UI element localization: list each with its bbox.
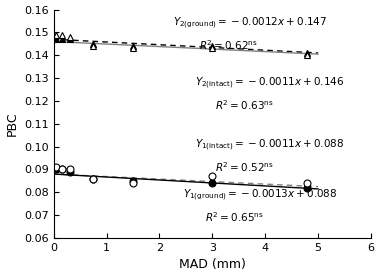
Text: $R^2=0.65^{\mathrm{ns}}$: $R^2=0.65^{\mathrm{ns}}$ — [205, 211, 264, 224]
Text: $R^2=0.52^{\mathrm{ns}}$: $R^2=0.52^{\mathrm{ns}}$ — [215, 160, 274, 174]
X-axis label: MAD (mm): MAD (mm) — [179, 258, 246, 271]
Y-axis label: PBC: PBC — [6, 111, 19, 136]
Text: $Y_{1(\mathrm{ground})}=-0.0013x+0.088$: $Y_{1(\mathrm{ground})}=-0.0013x+0.088$ — [183, 188, 337, 203]
Text: $R^2=0.62^{\mathrm{ns}}$: $R^2=0.62^{\mathrm{ns}}$ — [199, 38, 258, 52]
Text: $R^2=0.63^{\mathrm{ns}}$: $R^2=0.63^{\mathrm{ns}}$ — [215, 99, 274, 112]
Text: $Y_{2(\mathrm{ground})}=-0.0012x+0.147$: $Y_{2(\mathrm{ground})}=-0.0012x+0.147$ — [173, 15, 328, 31]
Text: $Y_{2(\mathrm{intact})}=-0.0011x+0.146$: $Y_{2(\mathrm{intact})}=-0.0011x+0.146$ — [195, 76, 344, 91]
Text: $Y_{1(\mathrm{intact})}=-0.0011x+0.088$: $Y_{1(\mathrm{intact})}=-0.0011x+0.088$ — [195, 137, 344, 153]
